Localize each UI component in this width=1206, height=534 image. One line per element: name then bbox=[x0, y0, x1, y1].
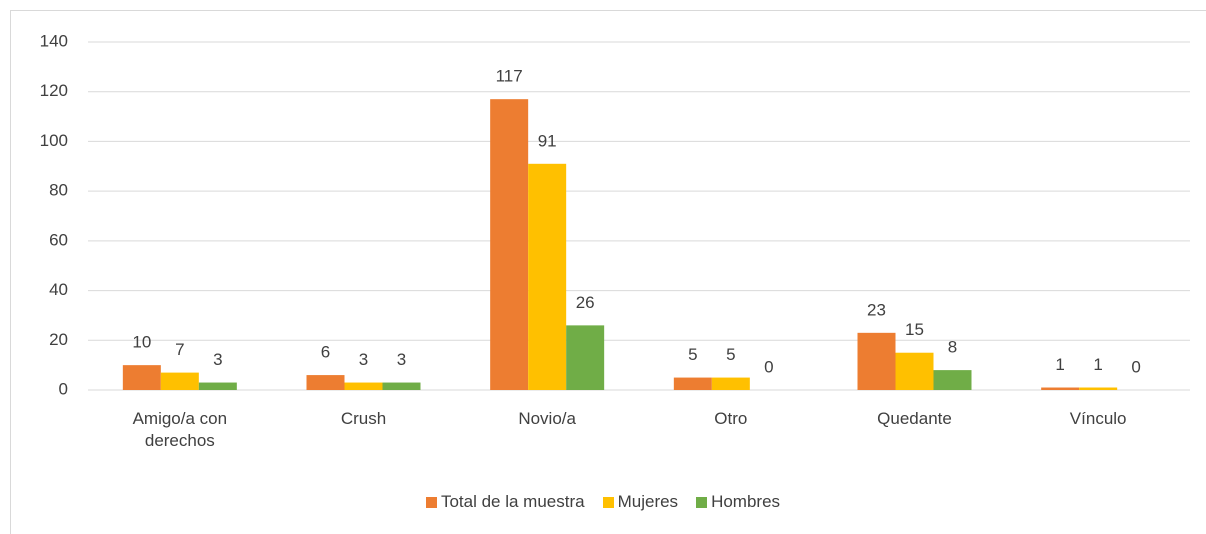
value-label: 15 bbox=[905, 320, 924, 339]
y-tick-label: 60 bbox=[49, 230, 68, 249]
bar bbox=[122, 365, 161, 390]
value-label: 10 bbox=[132, 333, 151, 352]
value-label: 3 bbox=[397, 350, 406, 369]
value-label: 5 bbox=[726, 345, 735, 364]
value-label: 26 bbox=[576, 293, 595, 312]
legend-item: Hombres bbox=[696, 492, 780, 512]
value-label: 6 bbox=[321, 343, 330, 362]
bar bbox=[528, 163, 567, 390]
value-label: 5 bbox=[688, 345, 697, 364]
bar bbox=[160, 372, 199, 390]
bar bbox=[1079, 387, 1118, 390]
value-label: 8 bbox=[948, 338, 957, 357]
value-label: 23 bbox=[867, 300, 886, 319]
bar bbox=[490, 99, 529, 391]
bar bbox=[344, 382, 383, 390]
legend-item: Total de la muestra bbox=[425, 492, 585, 512]
y-tick-label: 20 bbox=[49, 330, 68, 349]
x-tick-label: Crush bbox=[340, 409, 387, 428]
legend-label: Hombres bbox=[711, 492, 781, 511]
x-tick-label: Amigo/a con derechos bbox=[132, 409, 228, 450]
bar bbox=[857, 332, 896, 390]
y-tick-label: 100 bbox=[40, 131, 68, 150]
legend-swatch bbox=[425, 496, 437, 508]
legend-label: Mujeres bbox=[617, 492, 679, 511]
value-label: 3 bbox=[359, 350, 368, 369]
value-label: 0 bbox=[1131, 357, 1140, 376]
value-label: 3 bbox=[213, 350, 222, 369]
bar bbox=[895, 352, 934, 390]
legend-swatch bbox=[602, 496, 614, 508]
legend-swatch bbox=[696, 496, 708, 508]
x-tick-label: Vínculo bbox=[1069, 409, 1127, 428]
bar bbox=[933, 370, 972, 390]
bar bbox=[1041, 387, 1080, 390]
legend-item: Mujeres bbox=[602, 492, 679, 512]
bar bbox=[198, 382, 237, 390]
chart-border bbox=[10, 10, 1206, 534]
y-tick-label: 120 bbox=[40, 81, 68, 100]
legend: Total de la muestra Mujeres Hombres bbox=[0, 492, 1206, 512]
value-label: 0 bbox=[764, 357, 773, 376]
value-label: 7 bbox=[175, 340, 184, 359]
x-tick-label: Novio/a bbox=[518, 409, 576, 428]
x-tick-label: Otro bbox=[714, 409, 748, 428]
y-tick-label: 140 bbox=[40, 31, 68, 50]
y-tick-label: 80 bbox=[49, 181, 68, 200]
bar bbox=[711, 377, 750, 390]
legend-label: Total de la muestra bbox=[440, 492, 585, 511]
y-tick-label: 0 bbox=[59, 379, 68, 398]
value-label: 1 bbox=[1093, 355, 1102, 374]
value-label: 117 bbox=[496, 67, 523, 86]
x-tick-label: Quedante bbox=[877, 409, 952, 428]
value-label: 91 bbox=[538, 131, 557, 150]
y-tick-label: 40 bbox=[49, 280, 68, 299]
bar bbox=[306, 375, 345, 390]
value-label: 1 bbox=[1055, 355, 1064, 374]
bar bbox=[382, 382, 421, 390]
bar bbox=[673, 377, 712, 390]
bar bbox=[566, 325, 605, 390]
